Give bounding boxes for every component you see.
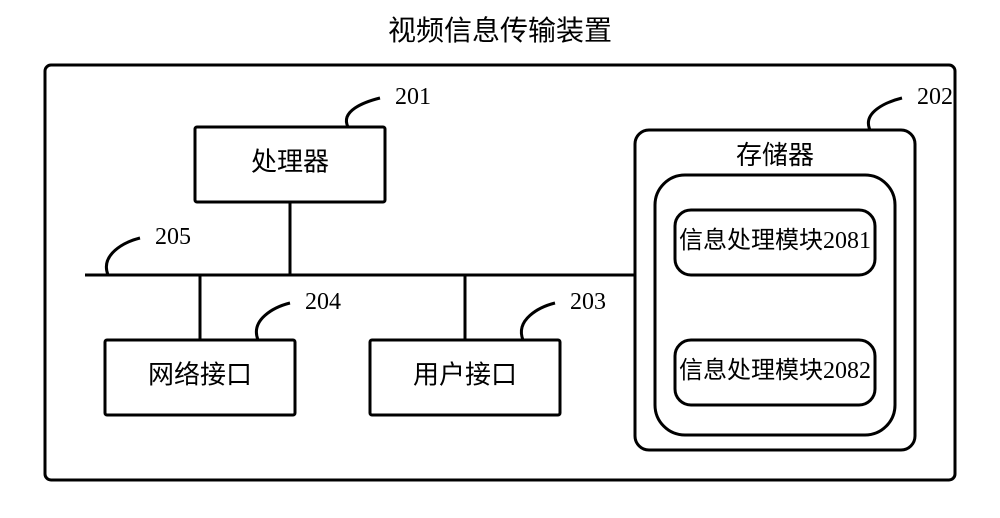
callout-label: 203 [570,289,606,315]
processor-label: 处理器 [251,147,329,176]
memory-label: 存储器 [736,141,814,170]
callout-label: 205 [155,224,191,250]
callout-label: 204 [305,289,341,315]
user-interface-label: 用户接口 [413,360,517,389]
callout-leader [346,98,380,127]
module-2-label: 信息处理模块2082 [679,357,871,384]
diagram-title: 视频信息传输装置 [388,15,612,47]
network-interface-label: 网络接口 [148,360,252,389]
callout-label: 201 [395,84,431,110]
callout-label: 202 [917,84,953,110]
callout-leader [521,303,555,340]
module-1-label: 信息处理模块2081 [679,227,871,254]
callout-leader [868,98,902,130]
callout-leader [106,238,140,275]
callout-leader [256,303,290,340]
